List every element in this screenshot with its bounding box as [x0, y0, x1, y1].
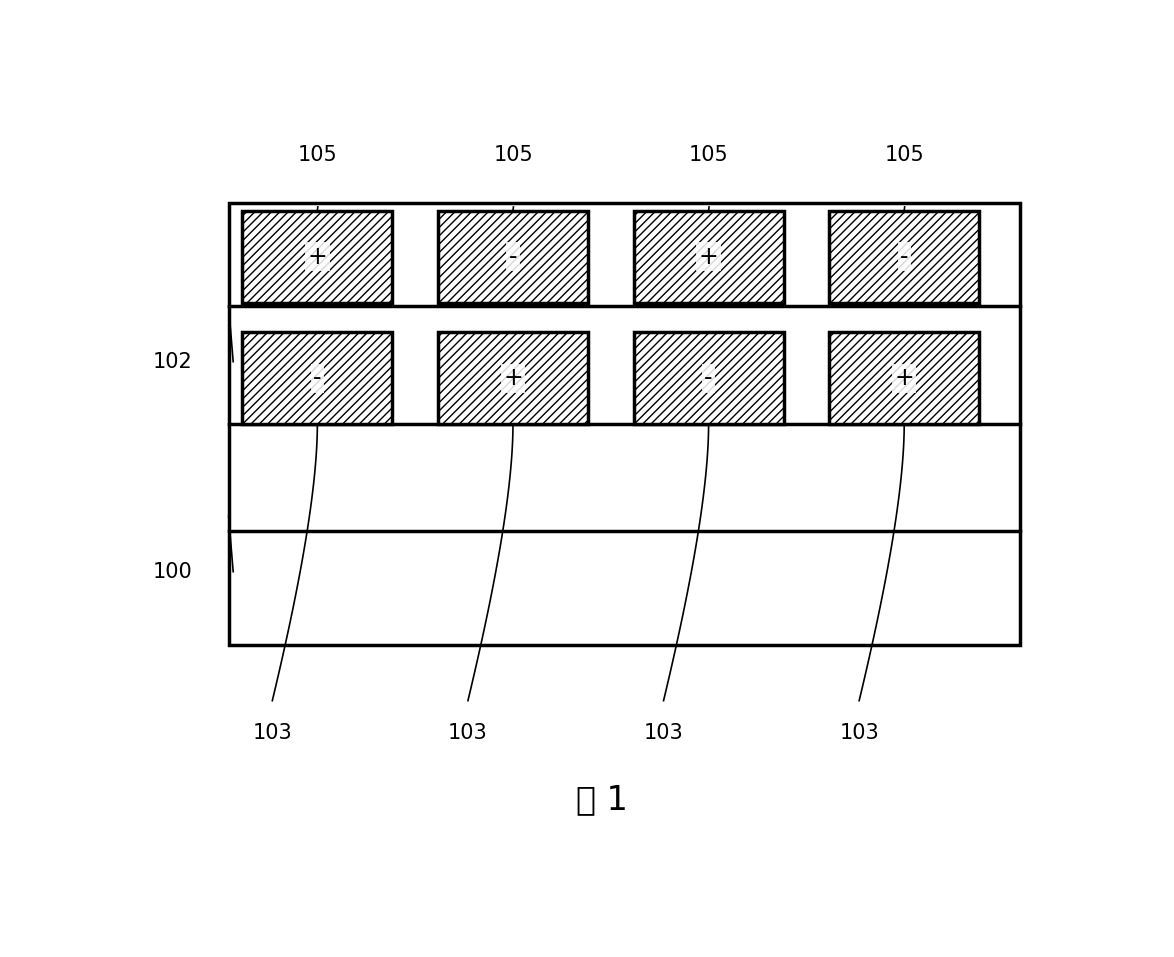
- Text: +: +: [699, 245, 718, 269]
- Bar: [242, 332, 392, 424]
- Text: +: +: [895, 367, 915, 390]
- Text: -: -: [900, 245, 909, 269]
- Text: 103: 103: [448, 723, 488, 743]
- Text: 103: 103: [643, 723, 683, 743]
- Text: 105: 105: [298, 145, 338, 166]
- Bar: [829, 332, 979, 424]
- Text: -: -: [704, 367, 713, 390]
- Bar: [242, 211, 392, 302]
- Bar: [634, 211, 784, 302]
- Bar: [438, 332, 588, 424]
- Bar: [829, 211, 979, 302]
- Bar: [229, 203, 1020, 645]
- Text: -: -: [313, 367, 322, 390]
- Bar: [438, 211, 588, 302]
- Text: 100: 100: [153, 562, 193, 582]
- Text: 105: 105: [689, 145, 729, 166]
- Text: +: +: [308, 245, 328, 269]
- Text: -: -: [508, 245, 518, 269]
- Text: 图 1: 图 1: [575, 784, 628, 816]
- Text: 105: 105: [493, 145, 533, 166]
- Text: 103: 103: [252, 723, 292, 743]
- Text: 102: 102: [153, 352, 193, 371]
- Text: +: +: [504, 367, 522, 390]
- Bar: [634, 332, 784, 424]
- Text: 103: 103: [839, 723, 879, 743]
- Text: 105: 105: [885, 145, 925, 166]
